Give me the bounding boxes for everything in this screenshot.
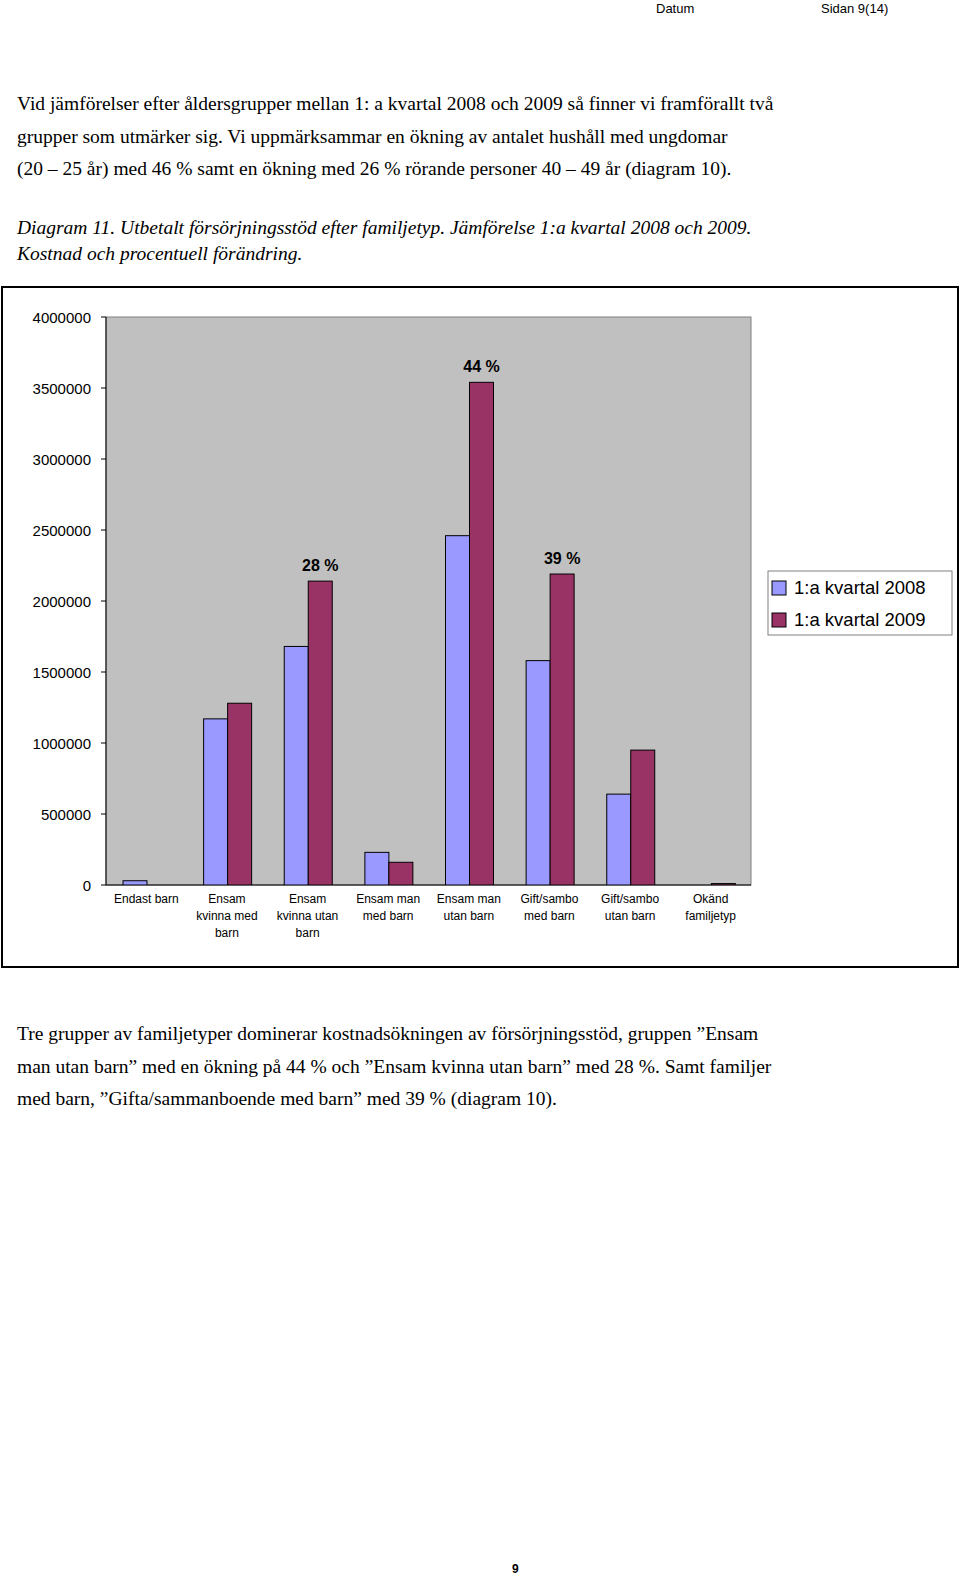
bar [446, 536, 470, 885]
x-tick-label: Ensam man med barn [352, 891, 424, 925]
conclusion-line: med barn, ”Gifta/sammanboende med barn” … [17, 1087, 557, 1111]
y-tick [101, 601, 106, 602]
x-tick-label: Gift/sambo med barn [513, 891, 585, 925]
bar [365, 852, 389, 885]
x-tick-label: Ensam man utan barn [433, 891, 505, 925]
chart: 0 500000 1000000 1500000 2000000 2500000 30000… [0, 0, 960, 1580]
y-tick [101, 388, 106, 389]
plot-area [106, 317, 751, 885]
bar [147, 885, 171, 886]
y-tick-label: 500000 [41, 806, 91, 823]
y-tick [101, 672, 106, 673]
bar [711, 884, 735, 885]
y-tick-label: 2500000 [33, 522, 91, 539]
bar [228, 703, 252, 885]
bar [526, 661, 550, 885]
legend-swatch [772, 613, 786, 627]
annotation: 28 % [302, 557, 338, 574]
annotation: 44 % [463, 358, 499, 375]
intro-line: (20 – 25 år) med 46 % samt en ökning med… [17, 157, 731, 181]
legend [768, 571, 952, 635]
y-tick [101, 885, 106, 886]
y-tick [101, 459, 106, 460]
x-tick-label: Endast barn [110, 891, 182, 908]
legend-label: 1:a kvartal 2009 [794, 609, 926, 630]
bar [308, 581, 332, 885]
y-tick-label: 1500000 [33, 664, 91, 681]
y-tick-label: 1000000 [33, 735, 91, 752]
conclusion-line: man utan barn” med en ökning på 44 % och… [17, 1055, 771, 1079]
bar [470, 382, 494, 885]
y-tick [101, 530, 106, 531]
y-axis [106, 317, 107, 885]
header-page: Sidan 9(14) [821, 0, 888, 18]
bar [631, 750, 655, 885]
bars [123, 382, 735, 885]
y-tick-label: 2000000 [33, 593, 91, 610]
y-tick [101, 814, 106, 815]
y-tick [101, 743, 106, 744]
x-tick-label: Okänd familjetyp [675, 891, 747, 925]
page-number: 9 [512, 1562, 519, 1576]
x-tick-label: Ensam kvinna utan barn [272, 891, 344, 942]
intro-line: Vid jämförelser efter åldersgrupper mell… [17, 92, 773, 116]
caption-line: Kostnad och procentuell förändring. [17, 242, 302, 266]
y-tick-label: 3500000 [33, 380, 91, 397]
bar [284, 646, 308, 885]
bar [550, 574, 574, 885]
caption-line: Diagram 11. Utbetalt försörjningsstöd ef… [17, 216, 751, 240]
legend-swatch [772, 581, 786, 595]
x-tick-label: Gift/sambo utan barn [594, 891, 666, 925]
legend-label: 1:a kvartal 2008 [794, 577, 926, 598]
y-tick-label: 0 [83, 877, 91, 894]
y-tick [101, 317, 106, 318]
bar [123, 881, 147, 885]
y-tick-label: 4000000 [33, 309, 91, 326]
chart-frame [2, 287, 958, 967]
bar [687, 885, 711, 886]
bar [389, 862, 413, 885]
conclusion-line: Tre grupper av familjetyper dominerar ko… [17, 1022, 758, 1046]
bar [204, 719, 228, 885]
annotation: 39 % [544, 550, 580, 567]
x-tick-label: Ensam kvinna med barn [191, 891, 263, 942]
intro-line: grupper som utmärker sig. Vi uppmärksamm… [17, 125, 728, 149]
y-tick-label: 3000000 [33, 451, 91, 468]
bar [607, 794, 631, 885]
header-date: Datum [656, 0, 694, 18]
